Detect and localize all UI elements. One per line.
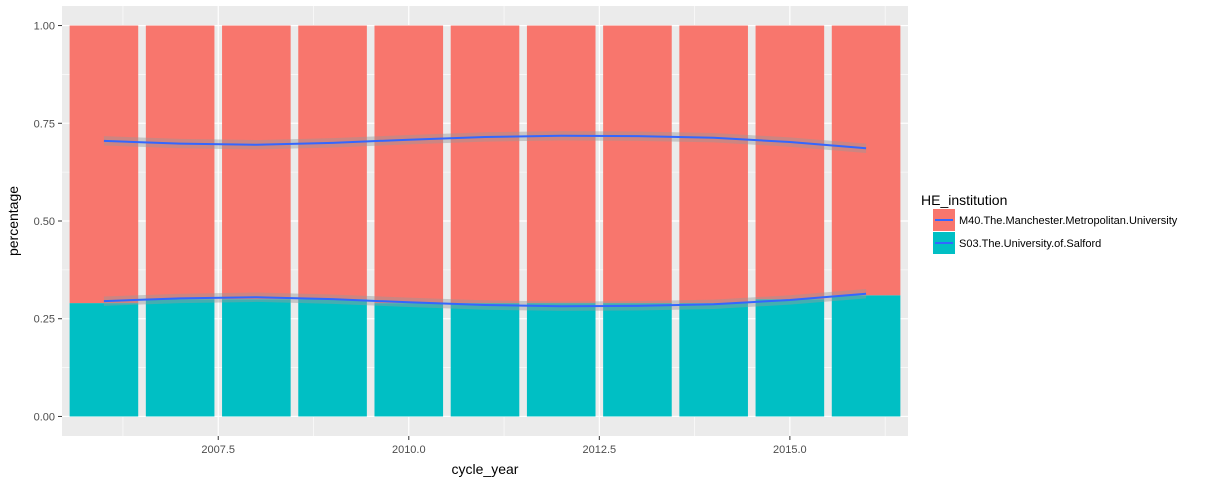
y-tick-label: 1.00 xyxy=(34,21,55,33)
x-tick-label: 2015.0 xyxy=(773,444,807,456)
smooth-line-m40 xyxy=(103,134,867,150)
y-axis-title: percentage xyxy=(5,186,21,256)
x-tick-label: 2010.0 xyxy=(392,444,426,456)
y-tick-label: 0.50 xyxy=(34,216,55,228)
bar-s03-2007 xyxy=(145,299,215,417)
smooth-line-s03 xyxy=(103,292,867,308)
bar-s03-2014 xyxy=(679,303,748,417)
bar-m40-2010 xyxy=(374,25,444,304)
x-axis: 2007.5 2010.0 2012.5 2015.0 xyxy=(201,436,807,456)
bar-s03-2008 xyxy=(222,299,291,417)
bar-m40-2012 xyxy=(526,25,596,304)
legend-label-m40: M40.The.Manchester.Metropolitan.Universi… xyxy=(959,215,1178,227)
x-tick-label: 2012.5 xyxy=(582,444,616,456)
bar-s03-2016 xyxy=(831,295,901,417)
bar-m40-2016 xyxy=(831,25,901,296)
bar-s03-2011 xyxy=(450,303,520,417)
bar-s03-2012 xyxy=(526,303,596,417)
bar-s03-2013 xyxy=(603,303,672,417)
bar-m40-2014 xyxy=(679,25,748,304)
bar-s03-2015 xyxy=(755,299,825,417)
legend: HE_institution M40.The.Manchester.Metrop… xyxy=(921,192,1178,254)
bar-m40-2007 xyxy=(145,25,215,300)
bar-m40-2015 xyxy=(755,25,825,300)
bar-m40-2013 xyxy=(603,25,672,304)
x-tick-label: 2007.5 xyxy=(201,444,235,456)
legend-label-s03: S03.The.University.of.Salford xyxy=(959,238,1101,250)
bars xyxy=(69,25,901,417)
bar-s03-2009 xyxy=(298,299,367,417)
bar-m40-2011 xyxy=(450,25,520,304)
x-axis-title: cycle_year xyxy=(452,461,519,477)
bar-s03-2006 xyxy=(69,303,139,417)
y-tick-label: 0.25 xyxy=(34,314,55,326)
y-tick-label: 0.75 xyxy=(34,118,55,130)
bar-s03-2010 xyxy=(374,303,444,417)
bar-m40-2009 xyxy=(298,25,367,300)
bar-m40-2008 xyxy=(222,25,291,300)
y-axis: 0.00 0.25 0.50 0.75 1.00 xyxy=(34,21,62,423)
y-tick-label: 0.00 xyxy=(34,411,55,423)
bar-m40-2006 xyxy=(69,25,139,304)
legend-title: HE_institution xyxy=(921,192,1007,208)
smooth-lines xyxy=(103,134,867,308)
